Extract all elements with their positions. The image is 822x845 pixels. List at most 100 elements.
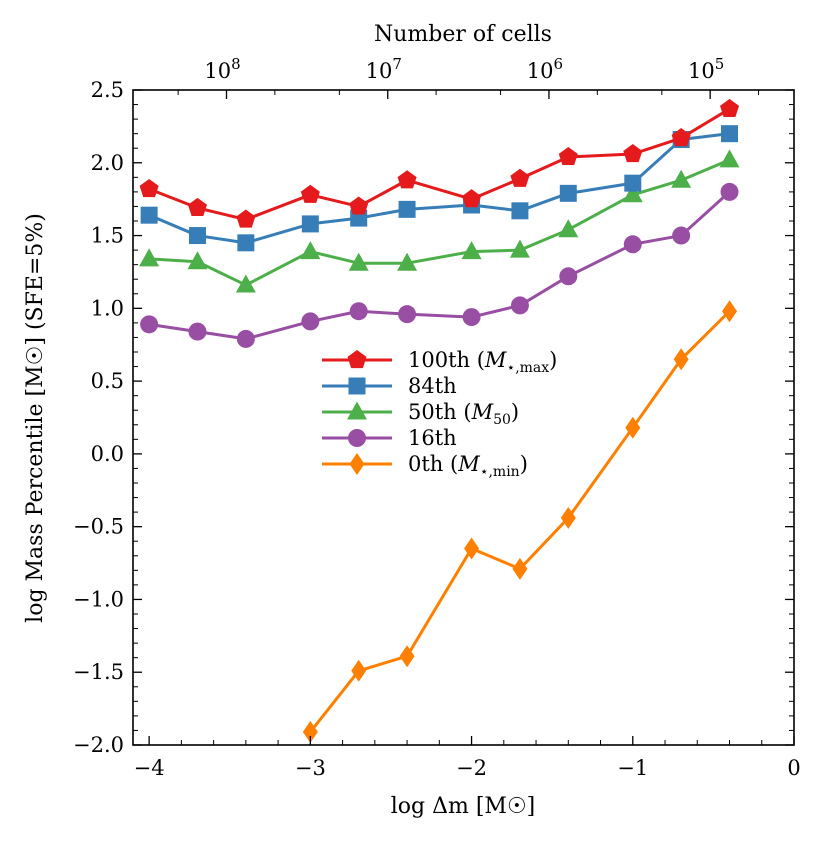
y-tick-label: −1.0 xyxy=(73,587,124,611)
y-tick-label: 0.5 xyxy=(91,369,124,393)
top-tick-label: 105 xyxy=(688,55,724,83)
data-point xyxy=(235,274,256,293)
series-layer xyxy=(139,98,740,743)
top-tick-label: 107 xyxy=(366,55,402,83)
legend-marker xyxy=(349,453,365,475)
series-line xyxy=(148,107,731,222)
data-point xyxy=(625,416,641,439)
data-point xyxy=(671,128,691,147)
ticks: −4 −3 −2 −1 0 −2.0 −1.5 −1.0 −0.5 0.0 0.5 1.0 1.5 2.0… xyxy=(73,55,801,780)
data-point xyxy=(721,125,739,143)
x-tick-label: −3 xyxy=(295,756,326,780)
data-point xyxy=(398,200,416,218)
data-point xyxy=(672,226,691,245)
top-axis-title: Number of cells xyxy=(374,22,552,47)
legend-label: 0th (M⋆,min) xyxy=(408,452,528,480)
data-point xyxy=(558,146,578,166)
series-circle xyxy=(140,182,739,348)
data-point xyxy=(349,196,369,215)
y-tick-label: −2.0 xyxy=(73,733,124,757)
series-pentagon xyxy=(139,98,740,228)
data-point xyxy=(140,315,159,334)
legend-marker xyxy=(348,429,366,447)
axes xyxy=(132,89,795,746)
data-point xyxy=(187,251,208,270)
data-point xyxy=(624,174,642,192)
data-point xyxy=(139,178,159,198)
y-tick-label: −1.5 xyxy=(73,660,124,684)
x-tick-label: 0 xyxy=(787,756,800,780)
data-point xyxy=(139,248,160,267)
legend-marker xyxy=(347,350,367,369)
legend-entry: 100th (M⋆,max) xyxy=(322,348,557,376)
data-point xyxy=(623,235,642,254)
data-point xyxy=(300,184,320,203)
data-point xyxy=(673,348,689,371)
data-point xyxy=(462,308,481,327)
x-tick-label: −2 xyxy=(456,756,487,780)
legend-label: 100th (M⋆,max) xyxy=(408,348,557,376)
data-point xyxy=(511,202,529,220)
series-diamond xyxy=(302,300,738,743)
data-point xyxy=(558,219,579,238)
data-point xyxy=(397,252,418,271)
y-tick-label: 1.5 xyxy=(91,224,124,248)
data-point xyxy=(349,302,368,321)
legend-marker xyxy=(348,377,366,395)
data-point xyxy=(719,149,740,168)
data-point xyxy=(397,170,417,189)
legend-entry: 84th xyxy=(322,374,457,398)
data-point xyxy=(188,322,207,341)
legend-entry: 16th xyxy=(322,426,457,450)
data-point xyxy=(236,329,255,348)
top-tick-label: 108 xyxy=(204,55,240,83)
data-point xyxy=(462,189,482,208)
data-point xyxy=(302,720,318,743)
legend-label: 16th xyxy=(408,426,457,450)
plot-frame xyxy=(132,89,795,746)
x-axis-title: log Δm [M☉] xyxy=(391,794,536,819)
data-point xyxy=(510,296,529,315)
data-point xyxy=(512,557,528,580)
data-point xyxy=(722,300,738,323)
data-point xyxy=(351,659,367,682)
data-point xyxy=(623,144,643,163)
y-tick-label: 1.0 xyxy=(91,296,124,320)
data-point xyxy=(188,227,206,245)
data-point xyxy=(236,209,256,228)
data-point xyxy=(671,169,692,188)
series-triangle xyxy=(139,149,740,293)
y-tick-label: 0.0 xyxy=(91,442,124,466)
y-tick-label: −0.5 xyxy=(73,515,124,539)
x-tick-label: −1 xyxy=(617,756,648,780)
data-point xyxy=(348,252,369,271)
legend-entry: 50th (M50) xyxy=(322,400,519,428)
legend-label: 50th (M50) xyxy=(408,400,519,428)
legend-entry: 0th (M⋆,min) xyxy=(322,452,528,480)
series-line xyxy=(148,190,731,341)
legend-marker xyxy=(347,401,367,420)
data-point xyxy=(510,168,530,187)
top-tick-label: 106 xyxy=(527,55,563,83)
data-point xyxy=(509,239,530,258)
data-point xyxy=(559,184,577,202)
series-line xyxy=(149,158,731,287)
y-tick-label: 2.5 xyxy=(91,78,124,102)
data-point xyxy=(622,184,643,203)
data-point xyxy=(560,506,576,529)
data-point xyxy=(398,305,417,324)
data-point xyxy=(140,206,158,224)
data-point xyxy=(464,537,480,560)
data-point xyxy=(461,241,482,260)
data-point xyxy=(237,234,255,252)
data-point xyxy=(300,241,321,260)
y-axis-title: log Mass Percentile [M☉] (SFE=5%) xyxy=(23,213,48,623)
data-point xyxy=(301,215,319,233)
data-point xyxy=(720,182,739,201)
data-point xyxy=(301,312,320,331)
data-point xyxy=(399,645,415,668)
y-tick-label: 2.0 xyxy=(91,151,124,175)
data-point xyxy=(720,98,740,118)
